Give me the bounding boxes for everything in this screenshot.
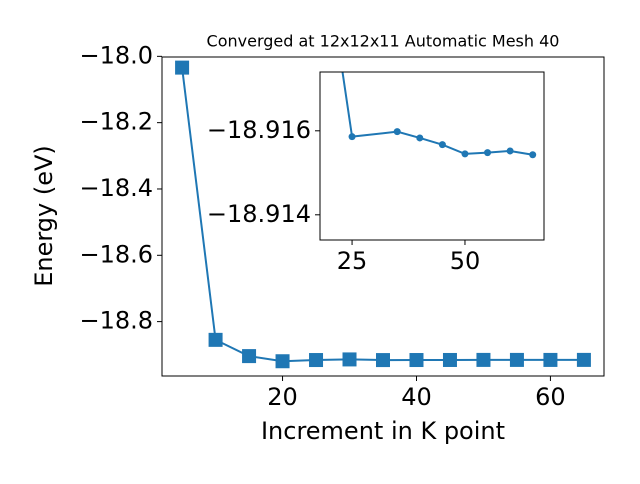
marker	[175, 60, 190, 75]
marker	[208, 332, 223, 347]
marker	[509, 352, 524, 367]
y-tick-label: −18.914	[207, 200, 311, 228]
marker	[576, 352, 591, 367]
marker	[348, 133, 356, 141]
marker	[543, 352, 558, 367]
marker	[409, 353, 424, 368]
marker	[442, 352, 457, 367]
marker	[242, 349, 257, 364]
y-tick-label: −18.916	[207, 116, 311, 144]
axes-frame	[161, 56, 605, 377]
marker	[529, 151, 537, 159]
marker	[275, 354, 290, 369]
marker	[476, 352, 491, 367]
y-axis-label: Energy (eV)	[30, 145, 58, 287]
y-tick-label: −18.6	[79, 240, 153, 268]
y-tick-label: −18.8	[79, 307, 153, 335]
marker	[309, 353, 324, 368]
axes-frame	[319, 71, 545, 241]
marker	[438, 141, 446, 149]
x-tick-label: 25	[337, 247, 368, 275]
x-tick-label: 40	[401, 383, 432, 411]
chart-title: Converged at 12x12x11 Automatic Mesh 40	[207, 32, 560, 51]
marker	[342, 352, 357, 367]
inset-background	[320, 72, 544, 240]
marker	[376, 353, 390, 368]
y-tick-label: −18.0	[79, 41, 153, 69]
x-axis-label: Increment in K point	[261, 417, 505, 445]
marker	[484, 149, 492, 157]
marker	[461, 150, 469, 158]
marker	[393, 128, 401, 136]
x-tick-label: 60	[535, 383, 566, 411]
x-tick-label: 20	[267, 383, 298, 411]
y-tick-label: −18.4	[79, 174, 153, 202]
x-tick-label: 50	[450, 247, 481, 275]
y-tick-label: −18.2	[79, 108, 153, 136]
marker	[506, 147, 514, 155]
marker	[416, 134, 424, 142]
